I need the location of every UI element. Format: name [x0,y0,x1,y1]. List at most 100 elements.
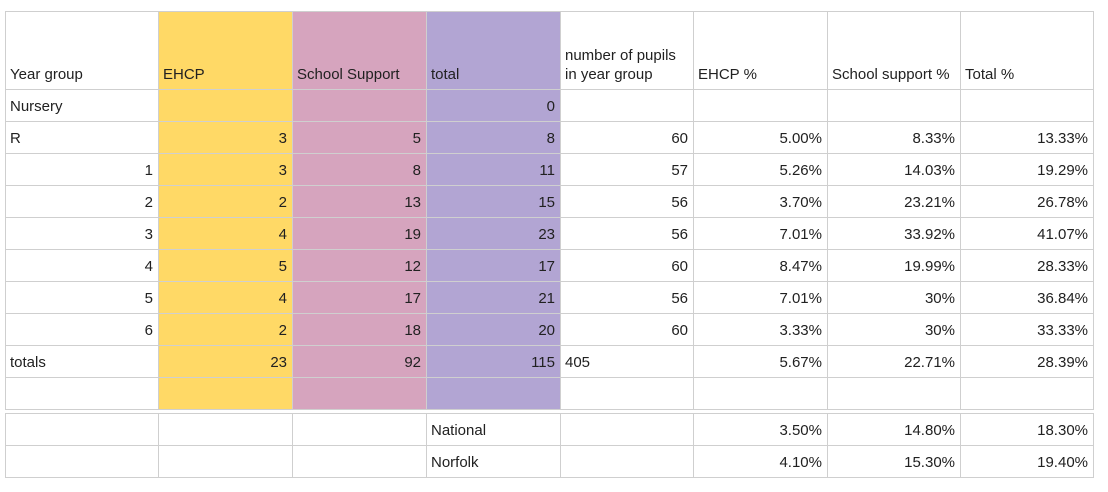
cell[interactable]: 5 [158,249,293,282]
cell[interactable]: 3 [158,153,293,186]
cell[interactable]: 6 [5,313,159,346]
cell[interactable] [827,377,961,410]
cell[interactable]: 12 [292,249,427,282]
cell[interactable]: 60 [560,121,694,154]
cell[interactable]: 19.29% [960,153,1094,186]
cell[interactable]: 18 [292,313,427,346]
cell[interactable]: 14.03% [827,153,961,186]
cell[interactable] [158,89,293,122]
cell[interactable] [960,89,1094,122]
header-pupils-in-year[interactable]: number of pupils in year group [560,11,694,90]
cell[interactable]: Norfolk [426,445,561,478]
cell[interactable]: 7.01% [693,217,828,250]
cell[interactable] [158,445,293,478]
cell[interactable]: 8.33% [827,121,961,154]
cell[interactable]: 56 [560,185,694,218]
cell[interactable]: 5 [292,121,427,154]
cell[interactable] [292,445,427,478]
cell[interactable] [292,89,427,122]
cell[interactable]: 4 [5,249,159,282]
cell[interactable]: 19.40% [960,445,1094,478]
header-total[interactable]: total [426,11,561,90]
cell[interactable]: 3.33% [693,313,828,346]
cell[interactable]: 30% [827,281,961,314]
cell[interactable] [292,413,427,446]
cell[interactable] [158,377,293,410]
cell[interactable]: 56 [560,281,694,314]
cell[interactable]: 2 [158,313,293,346]
cell[interactable] [158,413,293,446]
cell[interactable]: 8 [292,153,427,186]
cell[interactable]: National [426,413,561,446]
cell[interactable]: 3.70% [693,185,828,218]
header-ehcp-pct[interactable]: EHCP % [693,11,828,90]
cell[interactable]: 3 [158,121,293,154]
cell[interactable]: 92 [292,345,427,378]
header-year-group[interactable]: Year group [5,11,159,90]
cell[interactable]: 60 [560,313,694,346]
cell[interactable] [960,377,1094,410]
cell[interactable]: 2 [5,185,159,218]
cell[interactable]: 57 [560,153,694,186]
cell[interactable]: 115 [426,345,561,378]
cell[interactable]: 0 [426,89,561,122]
cell[interactable]: 33.92% [827,217,961,250]
cell[interactable]: 7.01% [693,281,828,314]
cell[interactable]: R [5,121,159,154]
header-ehcp[interactable]: EHCP [158,11,293,90]
cell[interactable]: 11 [426,153,561,186]
cell[interactable]: 19 [292,217,427,250]
cell[interactable]: 33.33% [960,313,1094,346]
cell[interactable] [560,89,694,122]
cell[interactable]: 28.33% [960,249,1094,282]
cell[interactable]: 60 [560,249,694,282]
cell[interactable]: 405 [560,345,694,378]
cell[interactable]: Nursery [5,89,159,122]
cell[interactable]: 2 [158,185,293,218]
cell[interactable]: 14.80% [827,413,961,446]
cell[interactable]: 4.10% [693,445,828,478]
cell[interactable]: 15.30% [827,445,961,478]
header-school-support-pct[interactable]: School support % [827,11,961,90]
cell[interactable]: 18.30% [960,413,1094,446]
cell[interactable]: 13 [292,185,427,218]
cell[interactable] [426,377,561,410]
header-school-support[interactable]: School Support [292,11,427,90]
cell[interactable]: 1 [5,153,159,186]
cell[interactable]: 13.33% [960,121,1094,154]
cell[interactable] [827,89,961,122]
cell[interactable]: 23.21% [827,185,961,218]
cell[interactable]: 19.99% [827,249,961,282]
cell[interactable] [5,413,159,446]
cell[interactable] [5,445,159,478]
cell[interactable]: 4 [158,217,293,250]
cell[interactable] [5,377,159,410]
cell[interactable]: 5.67% [693,345,828,378]
cell[interactable]: 15 [426,185,561,218]
cell[interactable]: 17 [426,249,561,282]
cell[interactable] [693,89,828,122]
cell[interactable] [560,413,694,446]
cell[interactable]: 4 [158,281,293,314]
cell[interactable]: 3.50% [693,413,828,446]
cell[interactable]: totals [5,345,159,378]
cell[interactable]: 17 [292,281,427,314]
cell[interactable]: 30% [827,313,961,346]
cell[interactable]: 23 [426,217,561,250]
cell[interactable]: 8.47% [693,249,828,282]
cell[interactable]: 20 [426,313,561,346]
cell[interactable]: 26.78% [960,185,1094,218]
cell[interactable] [693,377,828,410]
cell[interactable]: 5 [5,281,159,314]
cell[interactable]: 36.84% [960,281,1094,314]
cell[interactable]: 8 [426,121,561,154]
cell[interactable]: 5.00% [693,121,828,154]
cell[interactable]: 5.26% [693,153,828,186]
header-total-pct[interactable]: Total % [960,11,1094,90]
cell[interactable]: 56 [560,217,694,250]
cell[interactable]: 3 [5,217,159,250]
cell[interactable]: 21 [426,281,561,314]
cell[interactable] [292,377,427,410]
cell[interactable] [560,377,694,410]
cell[interactable] [560,445,694,478]
